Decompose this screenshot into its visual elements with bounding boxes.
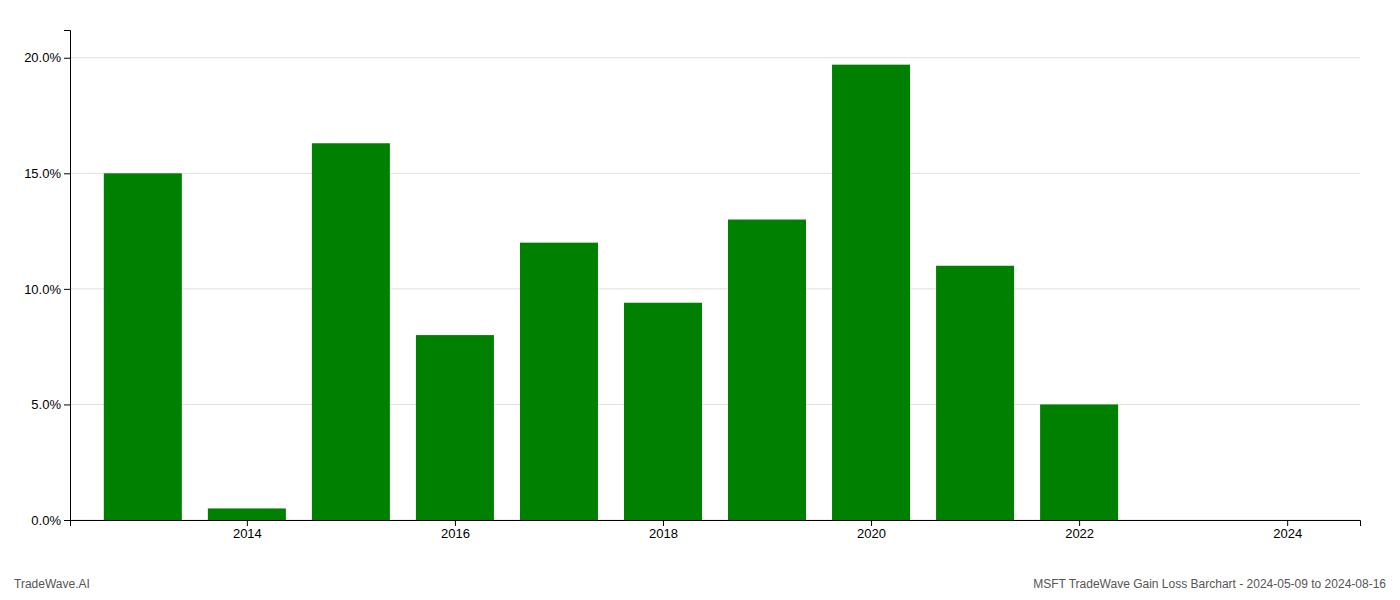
footer: TradeWave.AI MSFT TradeWave Gain Loss Bar…: [14, 577, 1386, 591]
tick-label: 20.0%: [24, 50, 61, 65]
tick-label: 2024: [1273, 526, 1302, 541]
bar: [312, 143, 390, 520]
tick: 0.0%: [31, 513, 70, 528]
tick: 2020: [857, 520, 886, 541]
tick-mark: [663, 520, 664, 526]
tick-mark: [64, 173, 70, 174]
tick-label: 2014: [233, 526, 262, 541]
tick: 2018: [649, 520, 678, 541]
annotation: TradeWave.AI: [14, 577, 90, 591]
tick-label: 2018: [649, 526, 678, 541]
chart: 2014 2016 2018 2020 2022 2024 0.0% 5.0% 10.0% 15.…: [0, 0, 1400, 600]
plot-area: 2014 2016 2018 2020 2022 2024 0.0% 5.0% 10.0% 15.…: [24, 31, 1360, 542]
tick-label: 2016: [441, 526, 470, 541]
tick-mark: [1287, 520, 1288, 526]
grid: [70, 58, 1360, 520]
tick: 20.0%: [24, 50, 70, 65]
tick: 10.0%: [24, 282, 70, 297]
x-axis: 2014 2016 2018 2020 2022 2024: [71, 520, 1361, 541]
tick: 2022: [1065, 520, 1094, 541]
tick-mark: [64, 404, 70, 405]
tick: 15.0%: [24, 166, 70, 181]
tick-label: 5.0%: [31, 397, 61, 412]
bar: [728, 220, 806, 520]
axis-line: [71, 521, 1361, 527]
tick: 2016: [441, 520, 470, 541]
tick-mark: [871, 520, 872, 526]
tick-label: 0.0%: [31, 513, 61, 528]
bar: [624, 303, 702, 520]
tick-mark: [64, 520, 70, 521]
tick-label: 10.0%: [24, 282, 61, 297]
bar: [416, 335, 494, 520]
bar: [936, 266, 1014, 520]
tick-mark: [455, 520, 456, 526]
tick: 5.0%: [31, 397, 70, 412]
bar: [520, 243, 598, 520]
bar: [1040, 404, 1118, 520]
tick-label: 2022: [1065, 526, 1094, 541]
y-axis: 0.0% 5.0% 10.0% 15.0% 20.0%: [24, 31, 70, 528]
tick: 2024: [1273, 520, 1302, 541]
bar: [1144, 520, 1222, 521]
tick-mark: [64, 289, 70, 290]
bar: [104, 173, 182, 520]
tick: 2014: [233, 520, 262, 541]
axis-line: [64, 31, 71, 521]
tick-mark: [1079, 520, 1080, 526]
bar: [832, 65, 910, 520]
grid-line: [70, 57, 1360, 58]
grid-line: [70, 288, 1360, 289]
marks: [104, 65, 1118, 520]
tick-label: 15.0%: [24, 166, 61, 181]
bar: [208, 508, 286, 520]
grid-line: [70, 173, 1360, 174]
tick-mark: [247, 520, 248, 526]
tick-mark: [64, 58, 70, 59]
annotation: MSFT TradeWave Gain Loss Barchart - 2024…: [1033, 577, 1386, 591]
tick-label: 2020: [857, 526, 886, 541]
grid-line: [70, 404, 1360, 405]
